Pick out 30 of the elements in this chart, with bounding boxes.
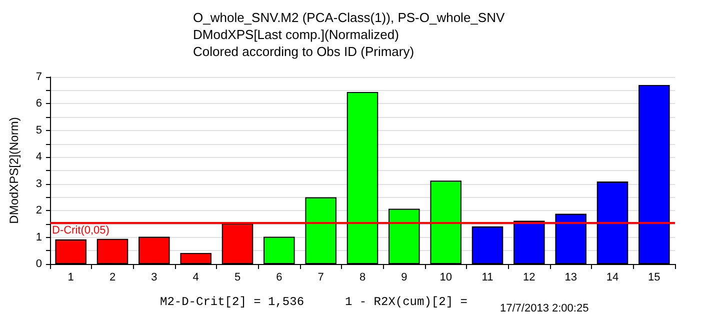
- text: 17/7/2013 2:00:25: [500, 302, 589, 314]
- x-tick-label: 15: [648, 272, 660, 284]
- x-tick-label: 4: [192, 272, 199, 284]
- chart-title: O_whole_SNV.M2 (PCA-Class(1)), PS-O_whole_SNV: [193, 10, 505, 25]
- x-tick-label: 5: [234, 272, 241, 284]
- x-tick-label: 8: [359, 272, 366, 284]
- x-tick-label: 7: [318, 272, 324, 284]
- x-tick-label: 10: [440, 272, 452, 284]
- x-tick-label: 12: [523, 272, 536, 284]
- y-tick-label: 5: [36, 124, 42, 136]
- chart-subtitle: DModXPS[Last comp.](Normalized) Colored according to Obs ID (Primary): [193, 27, 414, 59]
- text: 1 - R2X(cum)[2] =: [345, 295, 468, 309]
- y-tick-label: 7: [36, 71, 42, 83]
- x-tick-label: 14: [606, 272, 619, 284]
- x-tick-label: 9: [401, 272, 408, 284]
- text: M2-D-Crit[2] = 1,536: [160, 295, 304, 309]
- y-axis-title: DModXPS[2](Norm): [7, 117, 21, 224]
- x-tick-label: 13: [564, 272, 577, 284]
- y-tick-label: 2: [36, 204, 42, 217]
- x-tick-label: 2: [109, 272, 116, 284]
- x-tick-label: 3: [151, 272, 158, 284]
- ref-line-label: D-Crit(0,05): [52, 224, 110, 236]
- y-tick-label: 3: [36, 178, 42, 190]
- y-tick-label: 6: [36, 98, 42, 110]
- x-tick-label: 11: [482, 272, 494, 284]
- y-tick-label: 1: [36, 231, 42, 244]
- y-tick-label: 0: [36, 258, 42, 270]
- y-tick-label: 4: [36, 151, 42, 164]
- x-tick-label: 6: [276, 272, 282, 284]
- x-tick-label: 1: [68, 272, 74, 284]
